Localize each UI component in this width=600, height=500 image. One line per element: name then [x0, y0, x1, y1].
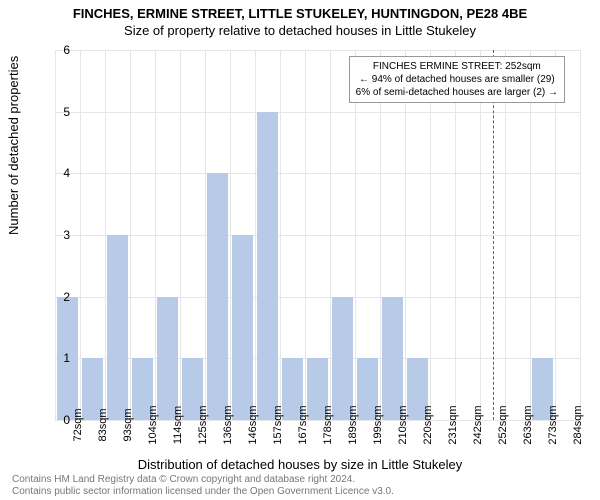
chart-subtitle: Size of property relative to detached ho… — [0, 21, 600, 38]
x-tick-label: 263sqm — [522, 405, 534, 444]
y-tick-label: 6 — [50, 43, 70, 57]
x-tick-label: 125sqm — [197, 405, 209, 444]
grid-line-v — [505, 50, 506, 420]
grid-line-h — [55, 112, 580, 113]
y-axis-label: Number of detached properties — [6, 56, 21, 235]
bar — [382, 297, 403, 420]
legend-line-3: 6% of semi-detached houses are larger (2… — [356, 86, 558, 99]
grid-line-v — [230, 50, 231, 420]
grid-line-v — [580, 50, 581, 420]
x-tick-label: 284sqm — [572, 405, 584, 444]
grid-line-v — [130, 50, 131, 420]
bar — [332, 297, 353, 420]
grid-line-v — [480, 50, 481, 420]
x-tick-label: 83sqm — [97, 408, 109, 441]
y-tick-label: 3 — [50, 228, 70, 242]
chart-title: FINCHES, ERMINE STREET, LITTLE STUKELEY,… — [0, 0, 600, 21]
grid-line-v — [455, 50, 456, 420]
grid-line-v — [305, 50, 306, 420]
bar — [107, 235, 128, 420]
grid-line-v — [330, 50, 331, 420]
x-tick-label: 231sqm — [447, 405, 459, 444]
x-tick-label: 220sqm — [422, 405, 434, 444]
y-tick-label: 0 — [50, 413, 70, 427]
chart-container: FINCHES, ERMINE STREET, LITTLE STUKELEY,… — [0, 0, 600, 500]
footer-line-2: Contains public sector information licen… — [12, 486, 394, 498]
x-axis-label: Distribution of detached houses by size … — [0, 457, 600, 472]
x-tick-label: 210sqm — [397, 405, 409, 444]
grid-line-v — [355, 50, 356, 420]
x-tick-label: 146sqm — [247, 405, 259, 444]
x-tick-label: 104sqm — [147, 405, 159, 444]
x-tick-label: 157sqm — [272, 405, 284, 444]
grid-line-v — [105, 50, 106, 420]
x-tick-label: 252sqm — [497, 405, 509, 444]
y-tick-label: 5 — [50, 105, 70, 119]
grid-line-h — [55, 50, 580, 51]
grid-line-v — [380, 50, 381, 420]
legend-box: FINCHES ERMINE STREET: 252sqm ← 94% of d… — [349, 56, 565, 103]
reference-line — [493, 50, 494, 420]
x-tick-label: 178sqm — [322, 405, 334, 444]
grid-line-v — [255, 50, 256, 420]
x-tick-label: 114sqm — [172, 406, 184, 444]
x-tick-label: 136sqm — [222, 405, 234, 444]
grid-line-v — [430, 50, 431, 420]
x-tick-label: 189sqm — [347, 405, 359, 444]
grid-line-v — [405, 50, 406, 420]
bar — [157, 297, 178, 420]
grid-line-v — [555, 50, 556, 420]
x-tick-label: 93sqm — [122, 408, 134, 441]
grid-line-v — [155, 50, 156, 420]
grid-line-v — [180, 50, 181, 420]
bar — [257, 112, 278, 420]
legend-line-2: ← 94% of detached houses are smaller (29… — [356, 73, 558, 86]
grid-line-h — [55, 173, 580, 174]
grid-line-v — [80, 50, 81, 420]
grid-line-v — [530, 50, 531, 420]
grid-line-v — [280, 50, 281, 420]
y-tick-label: 2 — [50, 290, 70, 304]
grid-line-h — [55, 297, 580, 298]
footer: Contains HM Land Registry data © Crown c… — [12, 474, 394, 498]
footer-line-1: Contains HM Land Registry data © Crown c… — [12, 474, 394, 486]
legend-line-1: FINCHES ERMINE STREET: 252sqm — [356, 60, 558, 73]
y-tick-label: 4 — [50, 166, 70, 180]
bar — [207, 173, 228, 420]
x-tick-label: 167sqm — [297, 405, 309, 444]
grid-line-h — [55, 235, 580, 236]
bar — [232, 235, 253, 420]
y-tick-label: 1 — [50, 351, 70, 365]
x-tick-label: 273sqm — [547, 405, 559, 444]
x-tick-label: 72sqm — [72, 408, 84, 441]
x-tick-label: 242sqm — [472, 405, 484, 444]
grid-line-v — [205, 50, 206, 420]
x-tick-label: 199sqm — [372, 405, 384, 444]
